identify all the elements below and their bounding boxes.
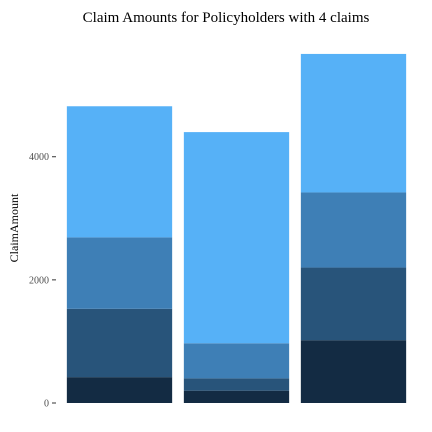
- bar-segment-3-3: [300, 192, 407, 268]
- bar-group: [66, 53, 407, 403]
- bar-segment-1-1: [66, 377, 173, 403]
- bar-segment-2-2: [183, 378, 290, 391]
- chart-title: Claim Amounts for Policyholders with 4 c…: [83, 10, 370, 26]
- y-tick-label: 4000: [29, 152, 49, 163]
- bar-segment-1-2: [66, 308, 173, 378]
- bar-segment-3-2: [300, 267, 407, 341]
- bar-segment-1-3: [66, 237, 173, 309]
- bar-segment-3-4: [300, 53, 407, 193]
- y-tick-label: 2000: [29, 275, 49, 286]
- y-tick-label: 0: [44, 399, 49, 410]
- bar-segment-3-1: [300, 340, 407, 403]
- bar-segment-2-3: [183, 343, 290, 379]
- bar-segment-2-4: [183, 132, 290, 344]
- bar-segment-2-1: [183, 390, 290, 403]
- y-axis-label: ClaimAmount: [7, 193, 21, 262]
- bar-segment-1-4: [66, 106, 173, 238]
- y-axis: 0 2000 4000: [29, 152, 56, 410]
